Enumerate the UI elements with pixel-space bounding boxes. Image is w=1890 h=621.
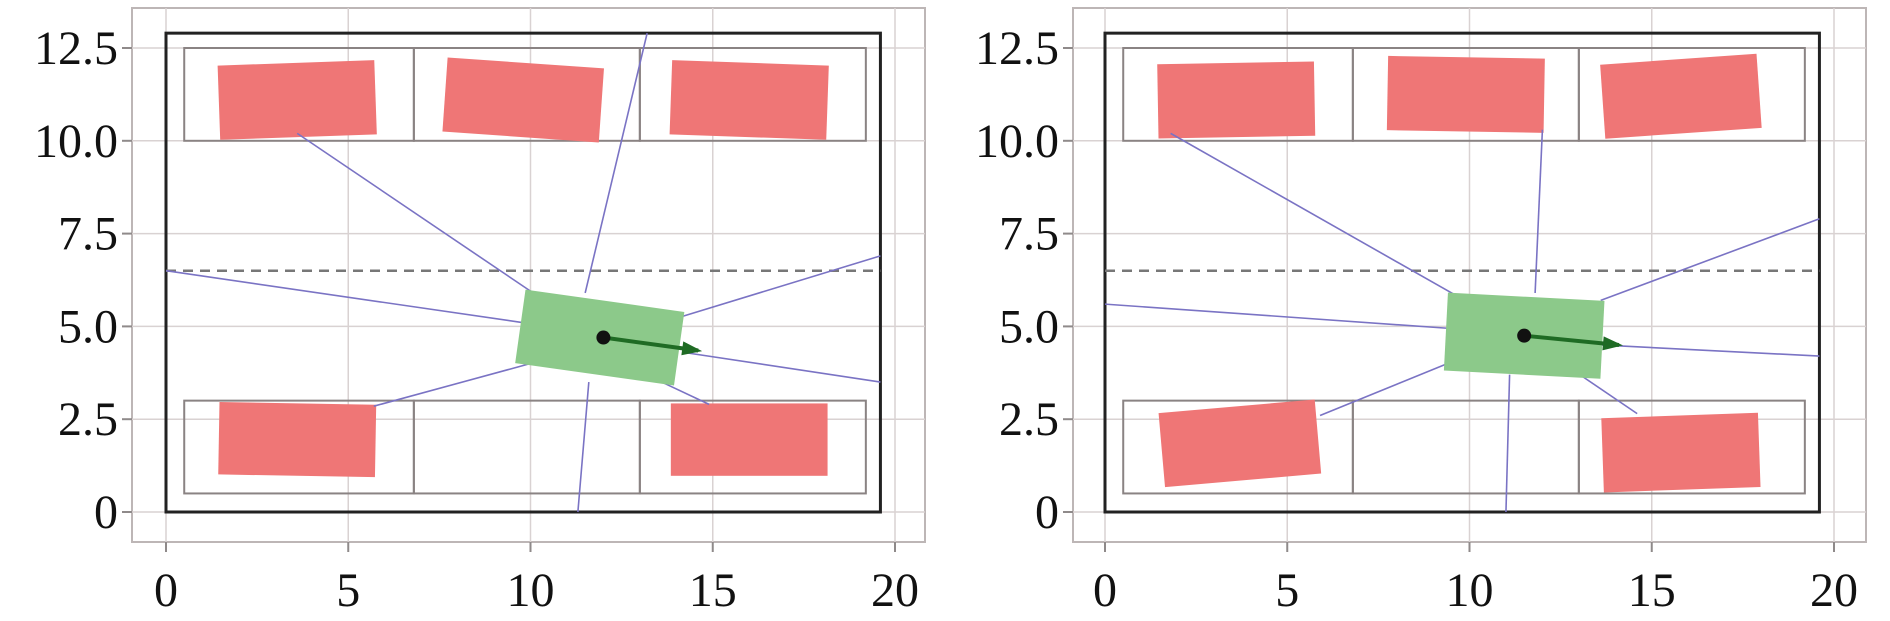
x-tick-label: 15 — [689, 564, 737, 617]
sensor-ray — [584, 32, 648, 294]
y-tick-label: 7.5 — [999, 208, 1059, 261]
obstacle-vehicle — [442, 57, 604, 143]
sensor-ray — [373, 362, 531, 407]
sensor-ray — [1319, 362, 1448, 417]
obstacle-vehicle — [1158, 399, 1322, 488]
y-tick-label: 12.5 — [975, 22, 1059, 75]
left-panel: 0 2.5 5.0 7.5 10.0 12.5 0 5 10 15 20 — [34, 7, 926, 617]
y-tick-label: 2.5 — [999, 393, 1059, 446]
x-tick-label: 5 — [1275, 564, 1299, 617]
x-tick-label: 20 — [871, 564, 919, 617]
sensor-ray — [1600, 218, 1820, 302]
x-tick-label: 20 — [1810, 564, 1858, 617]
sensor-ray — [1170, 132, 1456, 296]
sensor-ray — [1104, 303, 1448, 330]
x-tick-label: 0 — [1093, 564, 1117, 617]
parking-slot — [1577, 399, 1806, 495]
y-tick-label: 5.0 — [58, 300, 118, 353]
parking-lot-boundary — [1103, 31, 1821, 514]
sensor-ray — [165, 269, 524, 324]
x-tick-label: 15 — [1628, 564, 1676, 617]
parking-slot — [1577, 47, 1806, 142]
sensor-ray — [1582, 375, 1638, 415]
y-tick-label: 0 — [94, 486, 118, 539]
y-tick-label: 0 — [1035, 486, 1059, 539]
obstacle-vehicle — [1601, 412, 1761, 493]
obstacle-vehicle — [1600, 53, 1762, 139]
parking-slot — [638, 399, 867, 495]
sensor-ray — [1600, 344, 1820, 357]
obstacle-vehicle — [217, 60, 377, 140]
sensor-ray — [1534, 129, 1544, 294]
y-tick-label: 5.0 — [999, 300, 1059, 353]
x-tick-label: 10 — [1446, 564, 1494, 617]
sensor-ray — [1505, 374, 1511, 513]
obstacle-vehicle — [218, 402, 377, 478]
obstacle-vehicle — [1157, 61, 1316, 139]
heading-arrow-head — [681, 341, 703, 356]
y-tick-label: 2.5 — [58, 393, 118, 446]
sensor-ray — [296, 132, 531, 292]
heading-arrow-head — [1602, 336, 1623, 351]
x-tick-label: 10 — [507, 564, 555, 617]
x-tick-label: 0 — [154, 564, 178, 617]
y-tick-label: 10.0 — [975, 115, 1059, 168]
parking-slot — [638, 47, 867, 142]
sensor-ray — [661, 381, 710, 406]
obstacle-vehicle — [669, 60, 829, 140]
ego-center-dot — [1517, 328, 1532, 343]
parking-lot-boundary — [164, 31, 882, 514]
x-tick-label: 5 — [336, 564, 360, 617]
sensor-ray — [577, 382, 590, 513]
y-tick-label: 7.5 — [58, 208, 118, 261]
y-tick-label: 12.5 — [34, 22, 118, 75]
ego-center-dot — [596, 330, 611, 345]
obstacle-vehicle — [670, 403, 828, 476]
obstacle-vehicle — [1386, 55, 1545, 133]
right-panel: 0 2.5 5.0 7.5 10.0 12.5 0 5 10 15 20 — [975, 7, 1867, 617]
sensor-ray — [679, 255, 881, 318]
sensor-ray — [683, 351, 881, 383]
y-tick-label: 10.0 — [34, 115, 118, 168]
